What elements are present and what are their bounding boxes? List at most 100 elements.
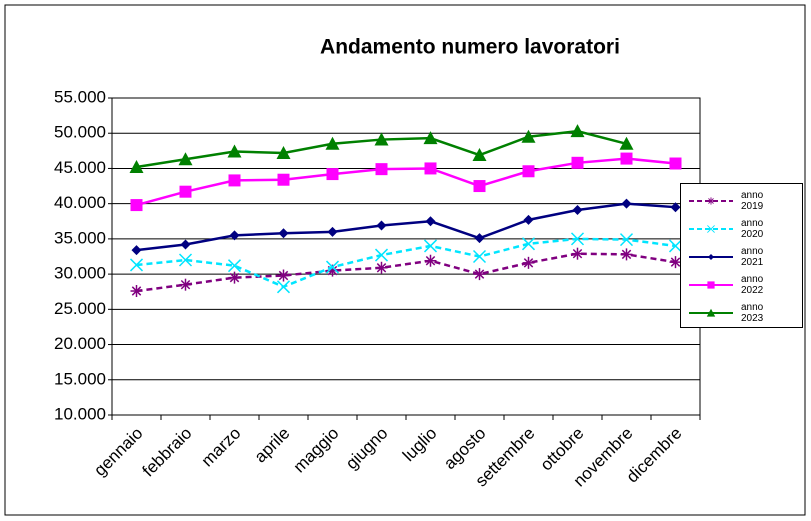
marker-shape bbox=[229, 230, 240, 241]
marker-stroke bbox=[129, 258, 144, 272]
point bbox=[570, 232, 585, 246]
legend-swatch bbox=[689, 197, 733, 205]
marker-shape bbox=[276, 145, 291, 159]
point bbox=[620, 248, 633, 261]
marker-shape bbox=[424, 162, 437, 175]
marker-stroke bbox=[376, 263, 387, 273]
marker-stroke bbox=[668, 239, 683, 253]
y-tick-label: 25.000 bbox=[54, 299, 106, 318]
marker-shape bbox=[325, 136, 340, 150]
legend-marker bbox=[706, 308, 716, 317]
marker-stroke bbox=[325, 260, 340, 274]
marker-stroke bbox=[570, 232, 585, 246]
marker-shape bbox=[708, 254, 714, 260]
point bbox=[521, 129, 536, 143]
marker-stroke bbox=[131, 286, 142, 296]
series-line bbox=[136, 157, 676, 207]
legend-entry: anno 2021 bbox=[687, 243, 802, 271]
point bbox=[473, 268, 486, 281]
legend: anno 2019 anno 2020 anno 2021 anno 2022 anno… bbox=[680, 183, 803, 328]
legend-swatch bbox=[689, 308, 733, 317]
point bbox=[670, 202, 681, 213]
marker-shape bbox=[227, 144, 242, 158]
marker-shape bbox=[178, 152, 193, 166]
point bbox=[180, 239, 191, 250]
marker-shape bbox=[423, 131, 438, 145]
point bbox=[522, 165, 535, 178]
point bbox=[668, 239, 683, 253]
marker-stroke bbox=[619, 233, 634, 247]
legend-marker bbox=[707, 225, 715, 233]
marker-stroke bbox=[227, 259, 242, 273]
marker-shape bbox=[570, 124, 585, 138]
y-tick-label: 15.000 bbox=[54, 369, 106, 388]
point bbox=[423, 239, 438, 253]
point bbox=[572, 205, 583, 216]
point bbox=[227, 144, 242, 158]
legend-entry: anno 2020 bbox=[687, 215, 802, 243]
marker-shape bbox=[571, 156, 584, 169]
series-line bbox=[136, 237, 676, 289]
legend-swatch bbox=[689, 225, 733, 233]
legend-swatch bbox=[689, 254, 733, 260]
point bbox=[178, 253, 193, 267]
marker-stroke bbox=[521, 237, 536, 251]
point bbox=[130, 199, 143, 212]
legend-marker bbox=[707, 281, 715, 289]
marker-shape bbox=[326, 168, 339, 181]
marker-stroke bbox=[707, 225, 715, 233]
marker-shape bbox=[572, 205, 583, 216]
point bbox=[376, 220, 387, 231]
point bbox=[425, 216, 436, 227]
point bbox=[375, 163, 388, 176]
point bbox=[424, 254, 437, 267]
marker-shape bbox=[620, 152, 633, 165]
point bbox=[424, 162, 437, 175]
y-tick-label: 55.000 bbox=[54, 87, 106, 106]
marker-shape bbox=[327, 226, 338, 237]
legend-label: anno 2022 bbox=[741, 274, 764, 296]
point bbox=[474, 233, 485, 244]
marker-stroke bbox=[374, 248, 389, 262]
legend-swatch bbox=[689, 281, 733, 289]
marker-shape bbox=[131, 245, 142, 256]
plot-area bbox=[112, 98, 700, 415]
point bbox=[570, 124, 585, 138]
point bbox=[619, 233, 634, 247]
y-tick-label: 30.000 bbox=[54, 264, 106, 283]
point bbox=[325, 136, 340, 150]
marker-shape bbox=[473, 180, 486, 193]
marker-shape bbox=[621, 198, 632, 209]
marker-stroke bbox=[523, 258, 534, 268]
point bbox=[521, 237, 536, 251]
marker-shape bbox=[472, 148, 487, 162]
point bbox=[179, 278, 192, 291]
marker-stroke bbox=[278, 270, 289, 281]
point bbox=[229, 230, 240, 241]
marker-shape bbox=[521, 129, 536, 143]
point bbox=[669, 157, 682, 170]
point bbox=[473, 180, 486, 193]
marker-shape bbox=[179, 185, 192, 198]
marker-shape bbox=[129, 160, 144, 174]
point bbox=[669, 256, 682, 269]
marker-stroke bbox=[621, 249, 632, 260]
point bbox=[325, 260, 340, 274]
point bbox=[129, 160, 144, 174]
marker-stroke bbox=[670, 257, 681, 267]
legend-entry: anno 2019 bbox=[687, 187, 802, 215]
point bbox=[619, 136, 634, 150]
point bbox=[472, 148, 487, 162]
point bbox=[423, 131, 438, 145]
point bbox=[621, 198, 632, 209]
point bbox=[277, 269, 290, 282]
marker-shape bbox=[375, 163, 388, 176]
legend-label: anno 2021 bbox=[741, 246, 764, 268]
marker-stroke bbox=[180, 279, 191, 290]
marker-shape bbox=[374, 132, 389, 146]
legend-entry: anno 2023 bbox=[687, 299, 802, 327]
marker-stroke bbox=[474, 269, 485, 279]
marker-stroke bbox=[423, 239, 438, 253]
marker-shape bbox=[180, 239, 191, 250]
